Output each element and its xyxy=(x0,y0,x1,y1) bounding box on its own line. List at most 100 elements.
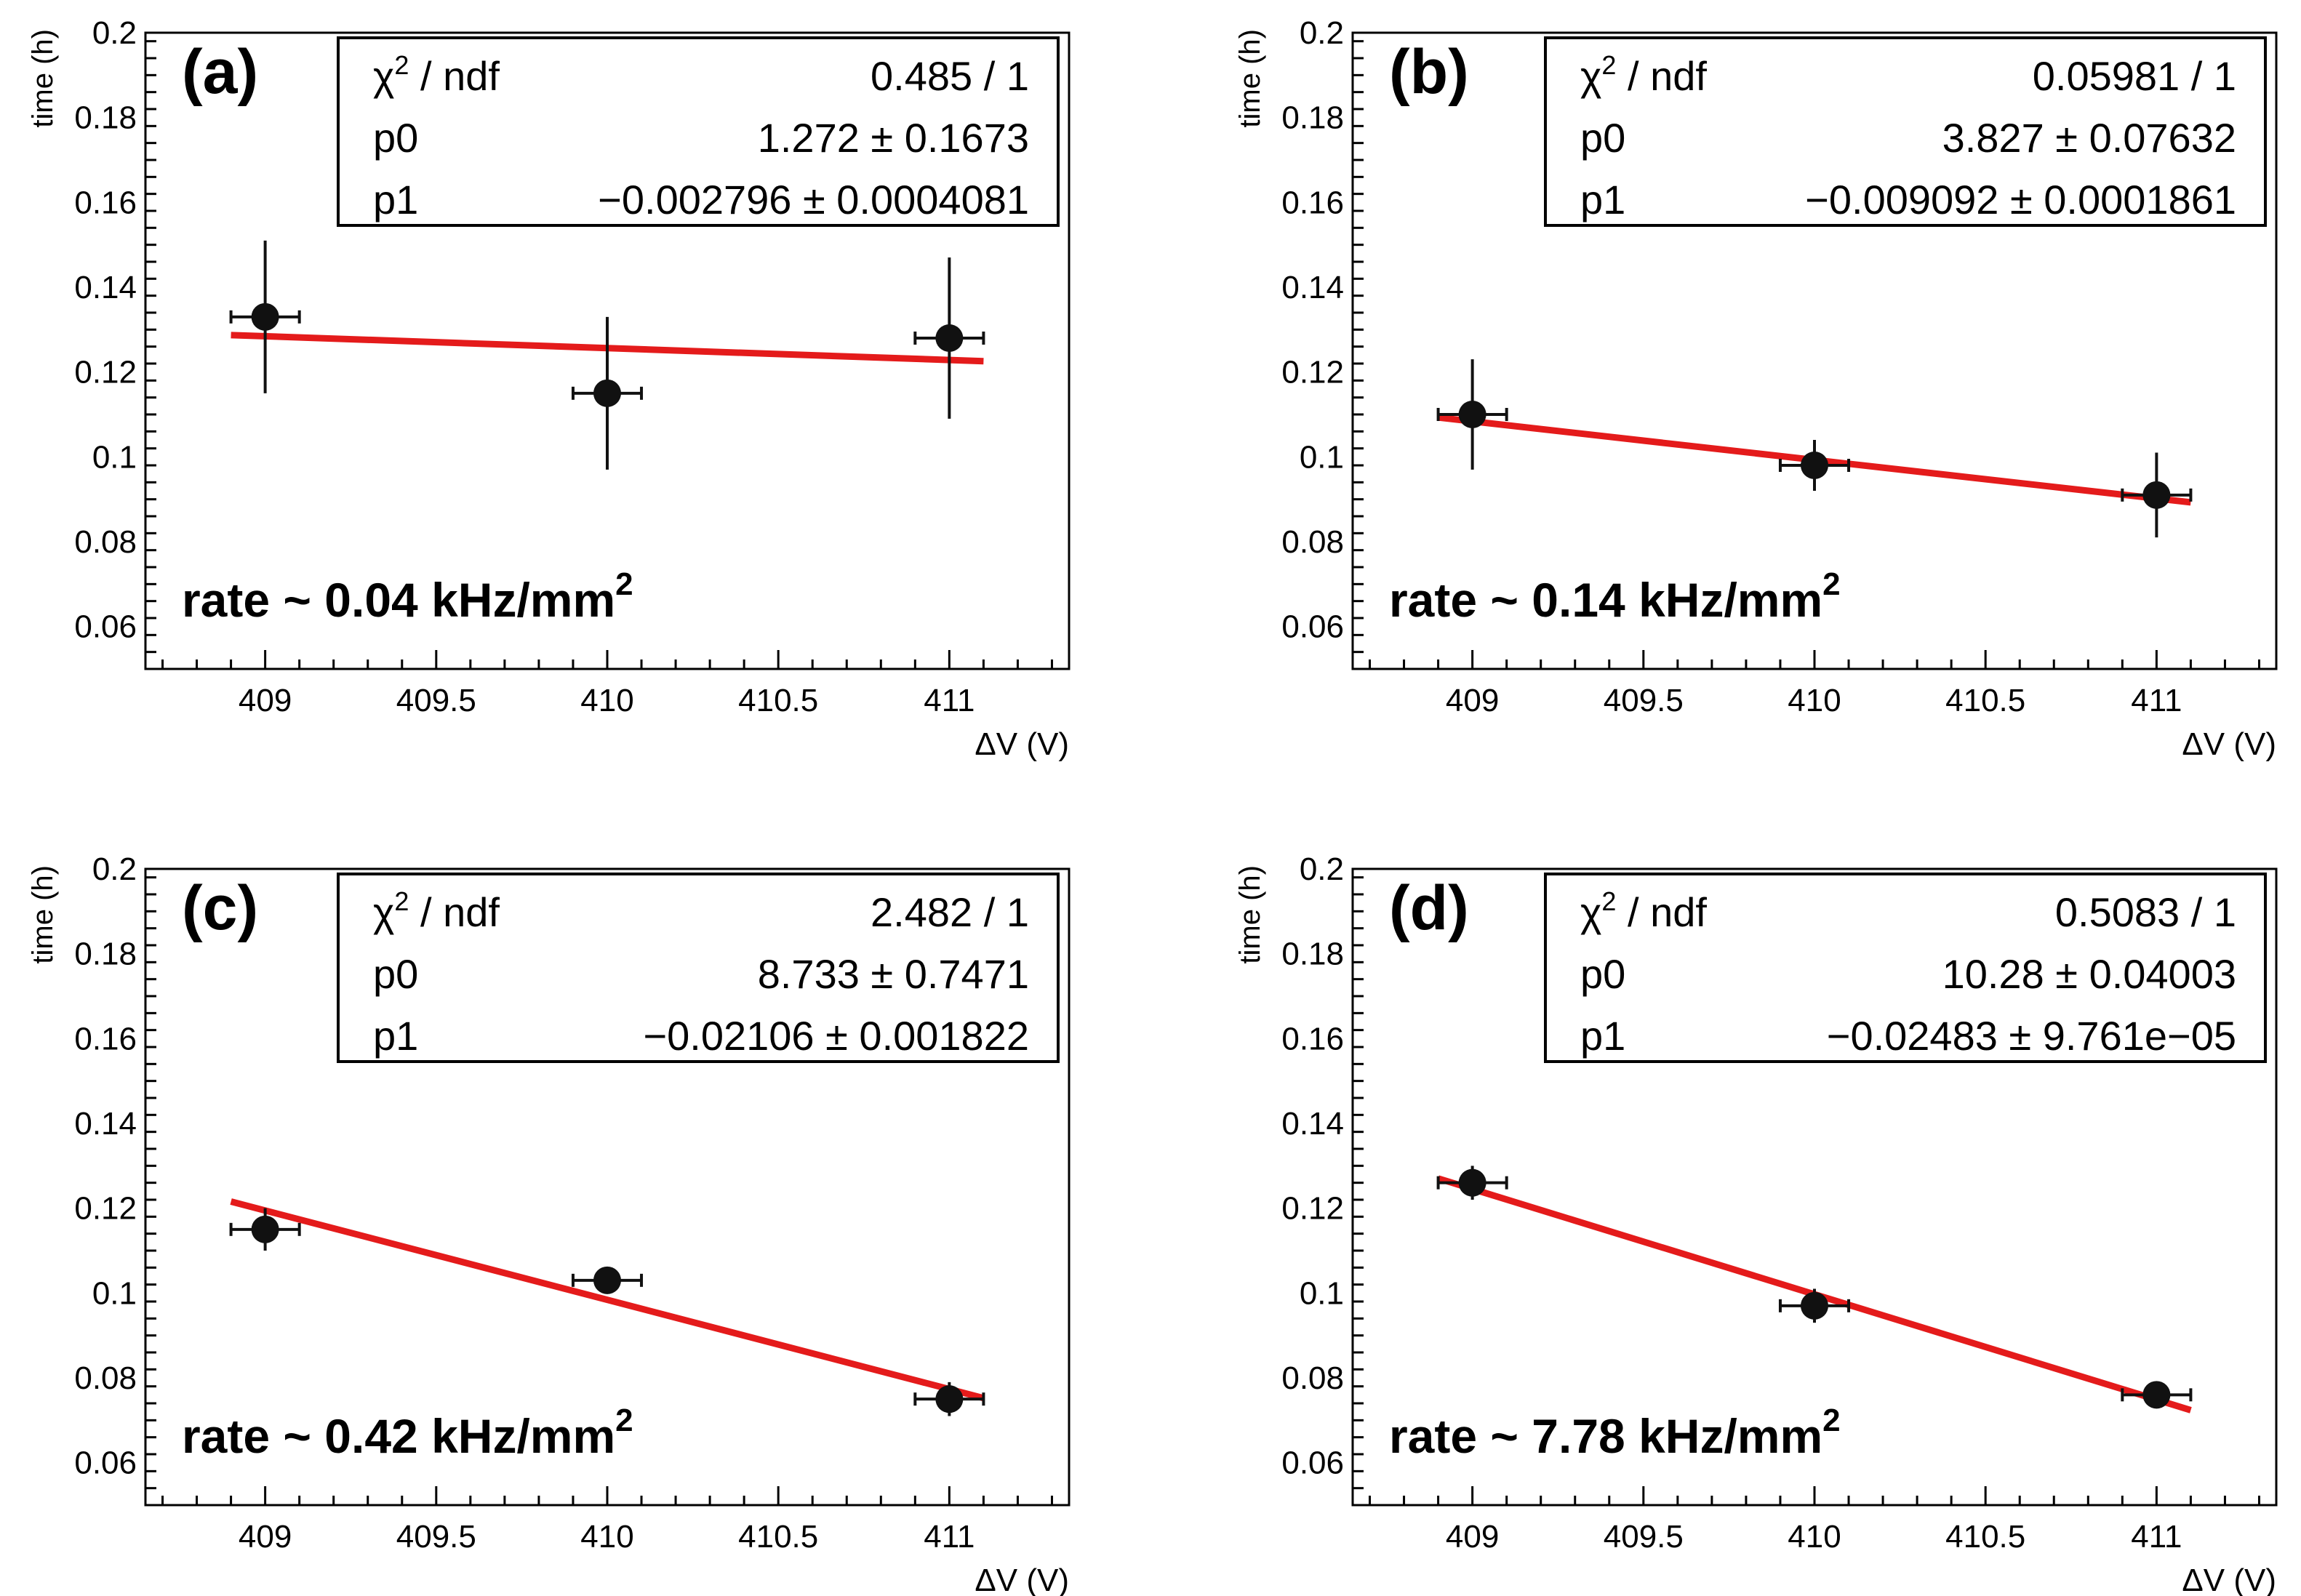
data-point xyxy=(913,257,985,419)
stats-value: 0.05981 / 1 xyxy=(2033,53,2236,99)
y-axis-label: time (h) xyxy=(1234,865,1266,964)
x-tick-label: 410 xyxy=(580,683,633,718)
data-marker xyxy=(593,1266,621,1294)
data-marker xyxy=(251,1215,279,1243)
y-tick-label: 0.2 xyxy=(92,15,137,51)
x-tick-label: 411 xyxy=(2131,1519,2182,1555)
panel-label: (d) xyxy=(1389,873,1469,943)
y-tick-label: 0.06 xyxy=(1281,1445,1344,1481)
y-tick-label: 0.12 xyxy=(74,355,137,390)
stats-label: p1 xyxy=(1580,1013,1625,1059)
stats-label: p0 xyxy=(373,951,418,997)
data-marker xyxy=(935,324,964,352)
x-tick-label: 409 xyxy=(239,683,292,718)
x-axis-label: ΔV (V) xyxy=(975,726,1069,762)
data-point xyxy=(1778,440,1851,491)
y-tick-label: 0.16 xyxy=(74,185,137,220)
stats-label: p1 xyxy=(373,1013,418,1059)
data-marker xyxy=(1458,1168,1486,1197)
stats-label: χ2 / ndf xyxy=(1580,886,1707,935)
x-tick-label: 409 xyxy=(1446,1519,1499,1555)
y-tick-label: 0.06 xyxy=(74,1445,137,1481)
panel-label: (b) xyxy=(1389,37,1469,107)
x-tick-label: 409 xyxy=(239,1519,292,1555)
rate-annotation: rate ~ 7.78 kHz/mm2 xyxy=(1389,1403,1841,1463)
y-tick-label: 0.08 xyxy=(1281,524,1344,560)
x-tick-label: 411 xyxy=(2131,683,2182,718)
x-tick-label: 409.5 xyxy=(396,683,476,718)
stats-label: p1 xyxy=(1580,177,1625,222)
fit-line xyxy=(230,1198,985,1402)
data-point xyxy=(2121,1381,2193,1409)
y-tick-label: 0.1 xyxy=(1300,1275,1344,1311)
y-tick-label: 0.06 xyxy=(74,609,137,645)
stats-value: −0.009092 ± 0.0001861 xyxy=(1805,177,2236,222)
stats-value: 2.482 / 1 xyxy=(871,889,1029,935)
y-tick-label: 0.1 xyxy=(92,1275,137,1311)
stats-value: 0.485 / 1 xyxy=(871,53,1029,99)
x-axis-label: ΔV (V) xyxy=(2182,726,2276,762)
y-tick-label: 0.08 xyxy=(74,524,137,560)
stats-label: χ2 / ndf xyxy=(373,886,500,935)
data-point xyxy=(1436,359,1508,470)
y-axis-label: time (h) xyxy=(27,865,59,964)
chart-panel: 409 409.5 410 410.5 411 0.06 0.08 0.1 0.12 0.14 0.… xyxy=(27,15,1071,762)
x-tick-label: 409 xyxy=(1446,683,1499,718)
y-tick-label: 0.14 xyxy=(1281,270,1344,305)
y-tick-label: 0.14 xyxy=(1281,1106,1344,1142)
x-tick-label: 410 xyxy=(580,1519,633,1555)
y-tick-label: 0.08 xyxy=(1281,1360,1344,1396)
panel-label: (c) xyxy=(182,873,258,943)
y-tick-label: 0.06 xyxy=(1281,609,1344,645)
stats-box xyxy=(1544,36,2267,227)
x-tick-label: 410.5 xyxy=(738,683,818,718)
rate-annotation: rate ~ 0.14 kHz/mm2 xyxy=(1389,566,1841,627)
x-tick-label: 411 xyxy=(924,683,975,718)
data-marker xyxy=(1801,1291,1828,1320)
stats-box xyxy=(337,36,1060,227)
rate-annotation: rate ~ 0.04 kHz/mm2 xyxy=(182,566,633,627)
stats-value: 1.272 ± 0.1673 xyxy=(758,115,1029,161)
stats-box xyxy=(337,873,1060,1063)
stats-box xyxy=(1544,873,2267,1063)
data-point xyxy=(2121,452,2193,538)
data-marker xyxy=(1458,401,1486,428)
x-axis-label: ΔV (V) xyxy=(2182,1563,2276,1596)
y-tick-label: 0.18 xyxy=(74,100,137,136)
stats-label: p0 xyxy=(1580,951,1625,997)
y-tick-label: 0.12 xyxy=(1281,1191,1344,1227)
rate-annotation: rate ~ 0.42 kHz/mm2 xyxy=(182,1403,633,1463)
x-tick-label: 411 xyxy=(924,1519,975,1555)
data-marker xyxy=(593,379,621,407)
y-tick-label: 0.18 xyxy=(74,937,137,972)
data-point xyxy=(229,1208,301,1251)
stats-value: 10.28 ± 0.04003 xyxy=(1942,951,2236,997)
y-axis-label: time (h) xyxy=(1234,29,1266,128)
x-tick-label: 410.5 xyxy=(738,1519,818,1555)
x-tick-label: 409.5 xyxy=(1604,683,1684,718)
x-axis-label: ΔV (V) xyxy=(975,1563,1069,1596)
y-tick-label: 0.2 xyxy=(1300,15,1344,51)
data-marker xyxy=(2142,481,2171,509)
chart-panel: 409 409.5 410 410.5 411 0.06 0.08 0.1 0.12 0.14 0.… xyxy=(1234,15,2278,762)
y-tick-label: 0.16 xyxy=(74,1021,137,1056)
y-tick-label: 0.08 xyxy=(74,1360,137,1396)
y-axis-label: time (h) xyxy=(27,29,59,128)
y-tick-label: 0.12 xyxy=(74,1191,137,1227)
stats-value: −0.002796 ± 0.0004081 xyxy=(598,177,1029,222)
y-tick-label: 0.12 xyxy=(1281,355,1344,390)
y-tick-label: 0.2 xyxy=(92,851,137,887)
stats-value: 3.827 ± 0.07632 xyxy=(1942,115,2236,161)
y-tick-label: 0.14 xyxy=(74,1106,137,1142)
stats-label: p0 xyxy=(373,115,418,161)
data-marker xyxy=(2142,1381,2171,1409)
data-point xyxy=(571,1266,644,1294)
y-tick-label: 0.14 xyxy=(74,270,137,305)
data-point xyxy=(1436,1166,1508,1200)
data-point xyxy=(571,316,644,470)
y-tick-label: 0.1 xyxy=(1300,439,1344,475)
data-point xyxy=(229,240,301,393)
stats-value: −0.02483 ± 9.761e−05 xyxy=(1827,1013,2236,1059)
